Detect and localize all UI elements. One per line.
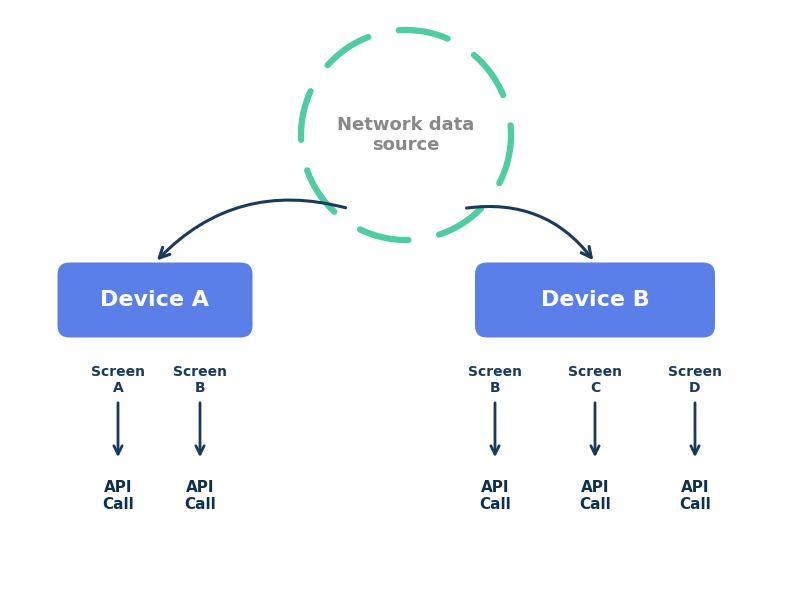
Text: Device B: Device B — [540, 290, 649, 310]
Text: Screen
B: Screen B — [467, 365, 521, 395]
Text: Screen
A: Screen A — [91, 365, 145, 395]
Text: Screen
C: Screen C — [568, 365, 621, 395]
Text: Device A: Device A — [101, 290, 209, 310]
FancyBboxPatch shape — [474, 263, 714, 337]
Text: Network data
source: Network data source — [337, 116, 474, 155]
Text: Screen
D: Screen D — [667, 365, 721, 395]
Text: API
Call: API Call — [102, 480, 134, 512]
Text: API
Call: API Call — [478, 480, 510, 512]
Text: API
Call: API Call — [578, 480, 610, 512]
Text: API
Call: API Call — [184, 480, 216, 512]
Text: Screen
B: Screen B — [173, 365, 227, 395]
FancyBboxPatch shape — [58, 263, 252, 337]
Text: API
Call: API Call — [678, 480, 710, 512]
